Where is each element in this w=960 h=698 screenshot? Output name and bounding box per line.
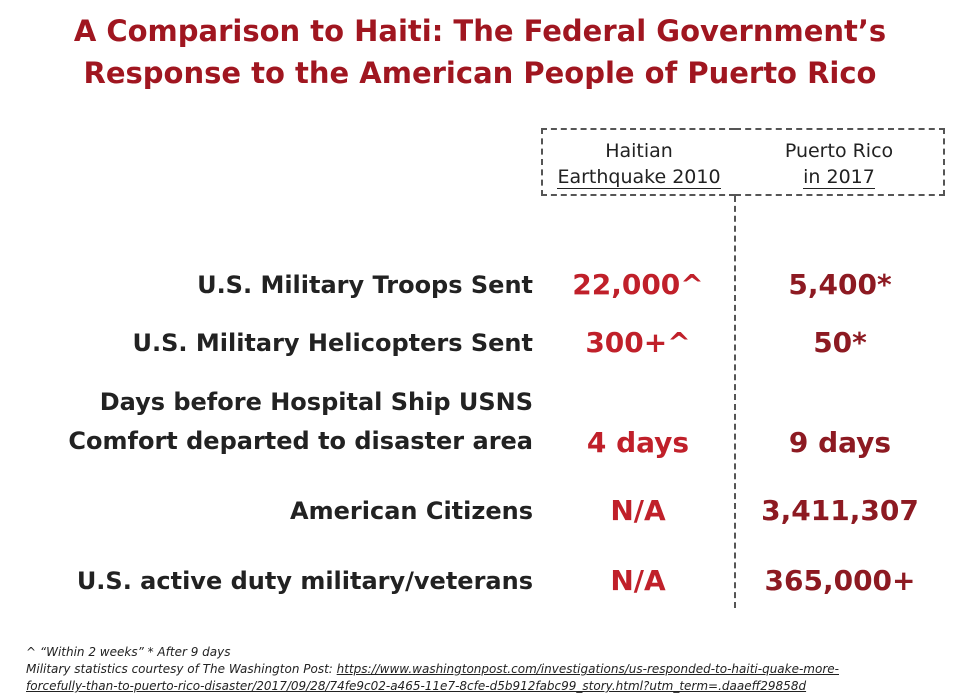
column-header-pr-line1: Puerto Rico <box>784 140 894 162</box>
title-line-2: Response to the American People of Puert… <box>83 56 877 90</box>
footnote-legend: ^ “Within 2 weeks” * After 9 days <box>26 645 231 659</box>
value-haiti-military-veterans: N/A <box>610 564 666 597</box>
column-header-haiti-line1: Haitian <box>605 140 673 162</box>
value-haiti-hospital-ship: 4 days <box>586 426 690 459</box>
row-label-american-citizens: American Citizens <box>290 497 533 525</box>
row-label-hospital-ship-line2: Comfort departed to disaster area <box>68 427 533 455</box>
source-prefix: Military statistics courtesy of The Wash… <box>26 662 337 676</box>
row-label-hospital-ship-line1: Days before Hospital Ship USNS <box>99 388 533 416</box>
row-label-military-veterans: U.S. active duty military/veterans <box>76 567 533 595</box>
value-pr-hospital-ship: 9 days <box>788 426 892 459</box>
value-haiti-troops: 22,000^ <box>572 268 704 301</box>
source-link-line2[interactable]: forcefully-than-to-puerto-rico-disaster/… <box>26 679 807 693</box>
value-pr-military-veterans: 365,000+ <box>764 564 916 597</box>
value-pr-troops: 5,400* <box>788 268 892 301</box>
row-label-helicopters: U.S. Military Helicopters Sent <box>132 329 534 357</box>
column-header-haiti-line2: Earthquake 2010 <box>557 166 721 189</box>
column-header-haiti: Haitian Earthquake 2010 <box>541 128 735 196</box>
value-haiti-helicopters: 300+^ <box>585 326 691 359</box>
value-pr-helicopters: 50* <box>813 326 867 359</box>
value-pr-american-citizens: 3,411,307 <box>761 494 919 527</box>
row-label-troops: U.S. Military Troops Sent <box>197 271 533 299</box>
column-header-pr-line2: in 2017 <box>803 166 875 189</box>
value-haiti-american-citizens: N/A <box>610 494 666 527</box>
source-link-line1[interactable]: https://www.washingtonpost.com/investiga… <box>336 662 839 676</box>
title-line-1: A Comparison to Haiti: The Federal Gover… <box>73 14 887 48</box>
page-title: A Comparison to Haiti: The Federal Gover… <box>0 10 960 94</box>
column-header-puerto-rico: Puerto Rico in 2017 <box>735 128 945 196</box>
column-divider <box>734 196 736 608</box>
footnotes: ^ “Within 2 weeks” * After 9 days Milita… <box>26 644 946 695</box>
